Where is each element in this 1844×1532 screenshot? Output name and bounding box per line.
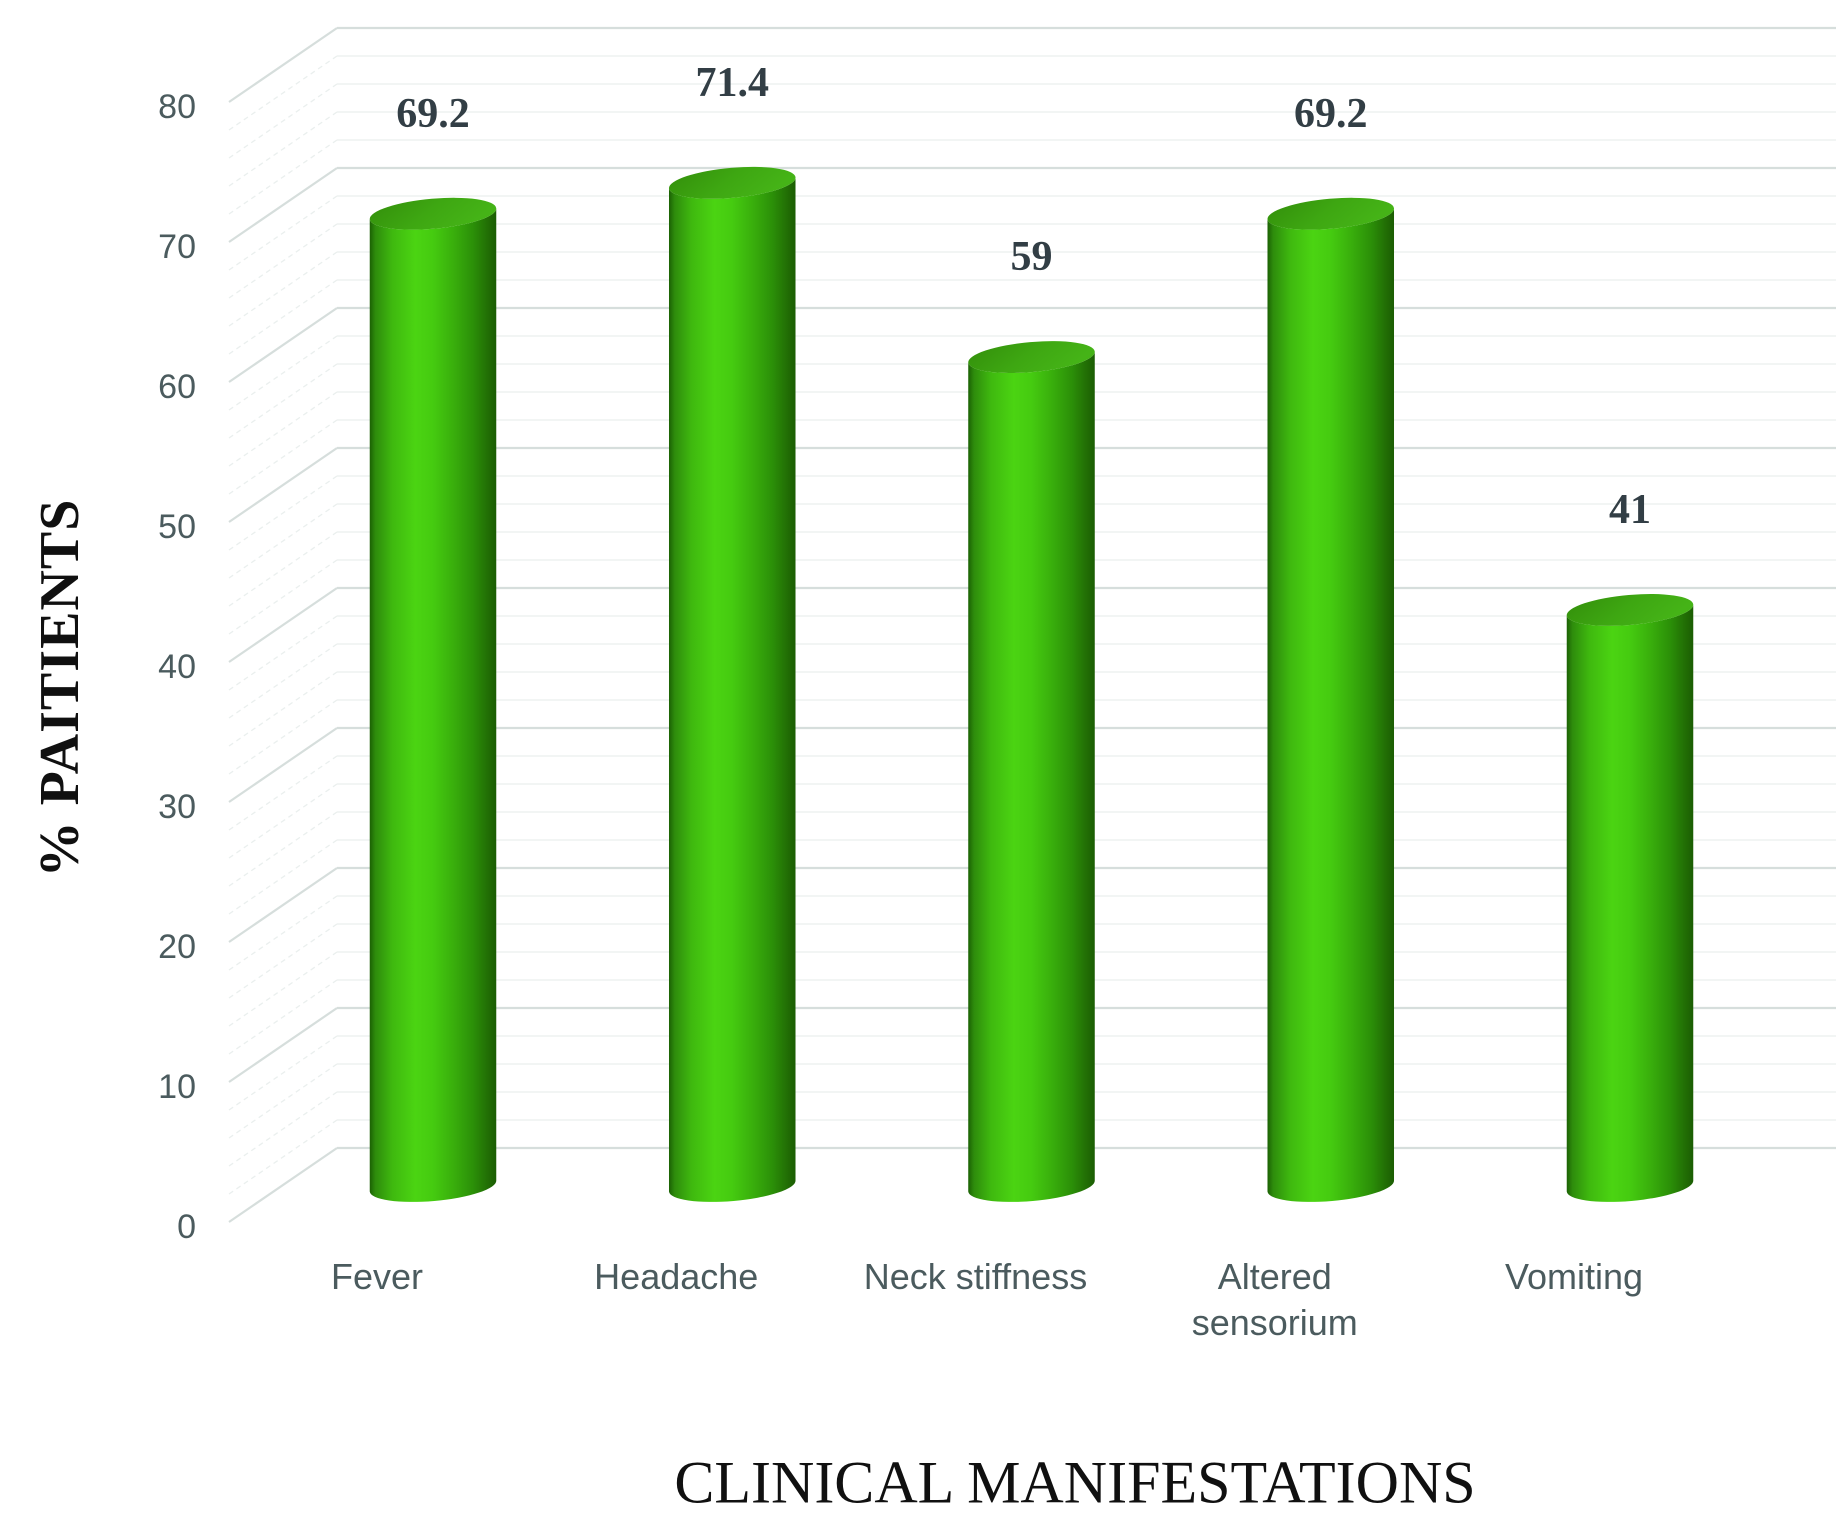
data-label-vomiting: 41: [1609, 486, 1651, 533]
major-gridline-diagonal: [228, 587, 338, 663]
category-label-altered-sensorium: Altered sensorium: [1191, 1256, 1358, 1343]
minor-gridline-diagonal: [228, 979, 338, 1055]
major-gridline-diagonal: [228, 727, 338, 803]
major-gridline-diagonal: [228, 867, 338, 943]
minor-gridline-diagonal: [228, 279, 338, 355]
major-gridline-diagonal: [228, 1007, 338, 1083]
category-label-neck-stiffness: Neck stiffness: [863, 1256, 1088, 1297]
cylinder-top-face: [1267, 197, 1395, 230]
major-gridline-diagonal: [228, 1147, 338, 1223]
minor-gridline-diagonal: [228, 1035, 338, 1111]
bar-cylinder-fever: [369, 197, 497, 1202]
cylinder-body: [1566, 604, 1694, 1202]
major-gridline-diagonal: [228, 447, 338, 523]
minor-gridline-diagonal: [228, 671, 338, 747]
minor-gridline-diagonal: [228, 1063, 338, 1139]
cylinder-body: [968, 351, 1095, 1202]
minor-gridline-diagonal: [228, 643, 338, 719]
minor-gridline-diagonal: [228, 391, 338, 467]
category-label-vomiting: Vomiting: [1504, 1256, 1644, 1297]
minor-gridline-diagonal: [228, 83, 338, 159]
data-label-headache: 71.4: [695, 59, 770, 106]
minor-gridline-diagonal: [228, 475, 338, 551]
minor-gridline-diagonal: [228, 811, 338, 887]
minor-gridline-diagonal: [228, 531, 338, 607]
category-label-headache: Headache: [594, 1256, 759, 1297]
minor-gridline-diagonal: [228, 951, 338, 1027]
y-tick-20: 20: [158, 928, 196, 966]
minor-gridline-diagonal: [228, 363, 338, 439]
y-tick-80: 80: [158, 88, 196, 126]
y-tick-70: 70: [158, 228, 196, 266]
data-label-neck-stiffness: 59: [1010, 234, 1053, 281]
bar-cylinder-neck-stiffness: [968, 341, 1095, 1202]
minor-gridline-diagonal: [228, 755, 338, 831]
minor-gridline-diagonal: [228, 699, 338, 775]
minor-gridline-diagonal: [228, 839, 338, 915]
minor-gridline-diagonal: [228, 895, 338, 971]
major-gridline-diagonal: [228, 27, 338, 103]
bar-cylinder-headache: [668, 166, 796, 1202]
minor-gridline-diagonal: [228, 615, 338, 691]
cylinder-top-face: [968, 341, 1095, 373]
y-tick-40: 40: [158, 648, 196, 686]
cylinder-body: [1267, 208, 1395, 1202]
data-label-altered-sensorium: 69.2: [1294, 90, 1368, 137]
cylinder-body: [668, 177, 796, 1202]
minor-gridline-diagonal: [228, 195, 338, 271]
y-tick-0: 0: [177, 1208, 196, 1246]
minor-gridline-diagonal: [228, 419, 338, 495]
minor-gridline-diagonal: [228, 1091, 338, 1167]
minor-gridline-diagonal: [228, 503, 338, 579]
y-tick-10: 10: [158, 1068, 196, 1106]
cylinder-top-face: [369, 197, 497, 230]
minor-gridline-diagonal: [228, 783, 338, 859]
minor-gridline-diagonal: [228, 251, 338, 327]
cylinder-body: [369, 208, 497, 1202]
minor-gridline-diagonal: [228, 923, 338, 999]
minor-gridline-diagonal: [228, 111, 338, 187]
category-label-fever: Fever: [330, 1256, 424, 1297]
minor-gridline-diagonal: [228, 223, 338, 299]
bar-cylinder-altered-sensorium: [1267, 197, 1395, 1202]
data-label-fever: 69.2: [396, 90, 470, 137]
minor-gridline-diagonal: [228, 335, 338, 411]
y-tick-30: 30: [158, 788, 196, 826]
minor-gridline-diagonal: [228, 1119, 338, 1195]
cylinder-top-face: [668, 166, 796, 199]
x-axis-title: CLINICAL MANIFESTATIONS: [674, 1449, 1476, 1516]
cylinder-top-face: [1566, 594, 1694, 626]
y-tick-60: 60: [158, 368, 196, 406]
major-gridline-diagonal: [228, 167, 338, 243]
major-gridline-diagonal: [228, 307, 338, 383]
minor-gridline-diagonal: [228, 55, 338, 131]
y-tick-50: 50: [158, 508, 196, 546]
minor-gridline-diagonal: [228, 559, 338, 635]
minor-gridline-diagonal: [228, 139, 338, 215]
bar-cylinder-vomiting: [1566, 594, 1694, 1202]
